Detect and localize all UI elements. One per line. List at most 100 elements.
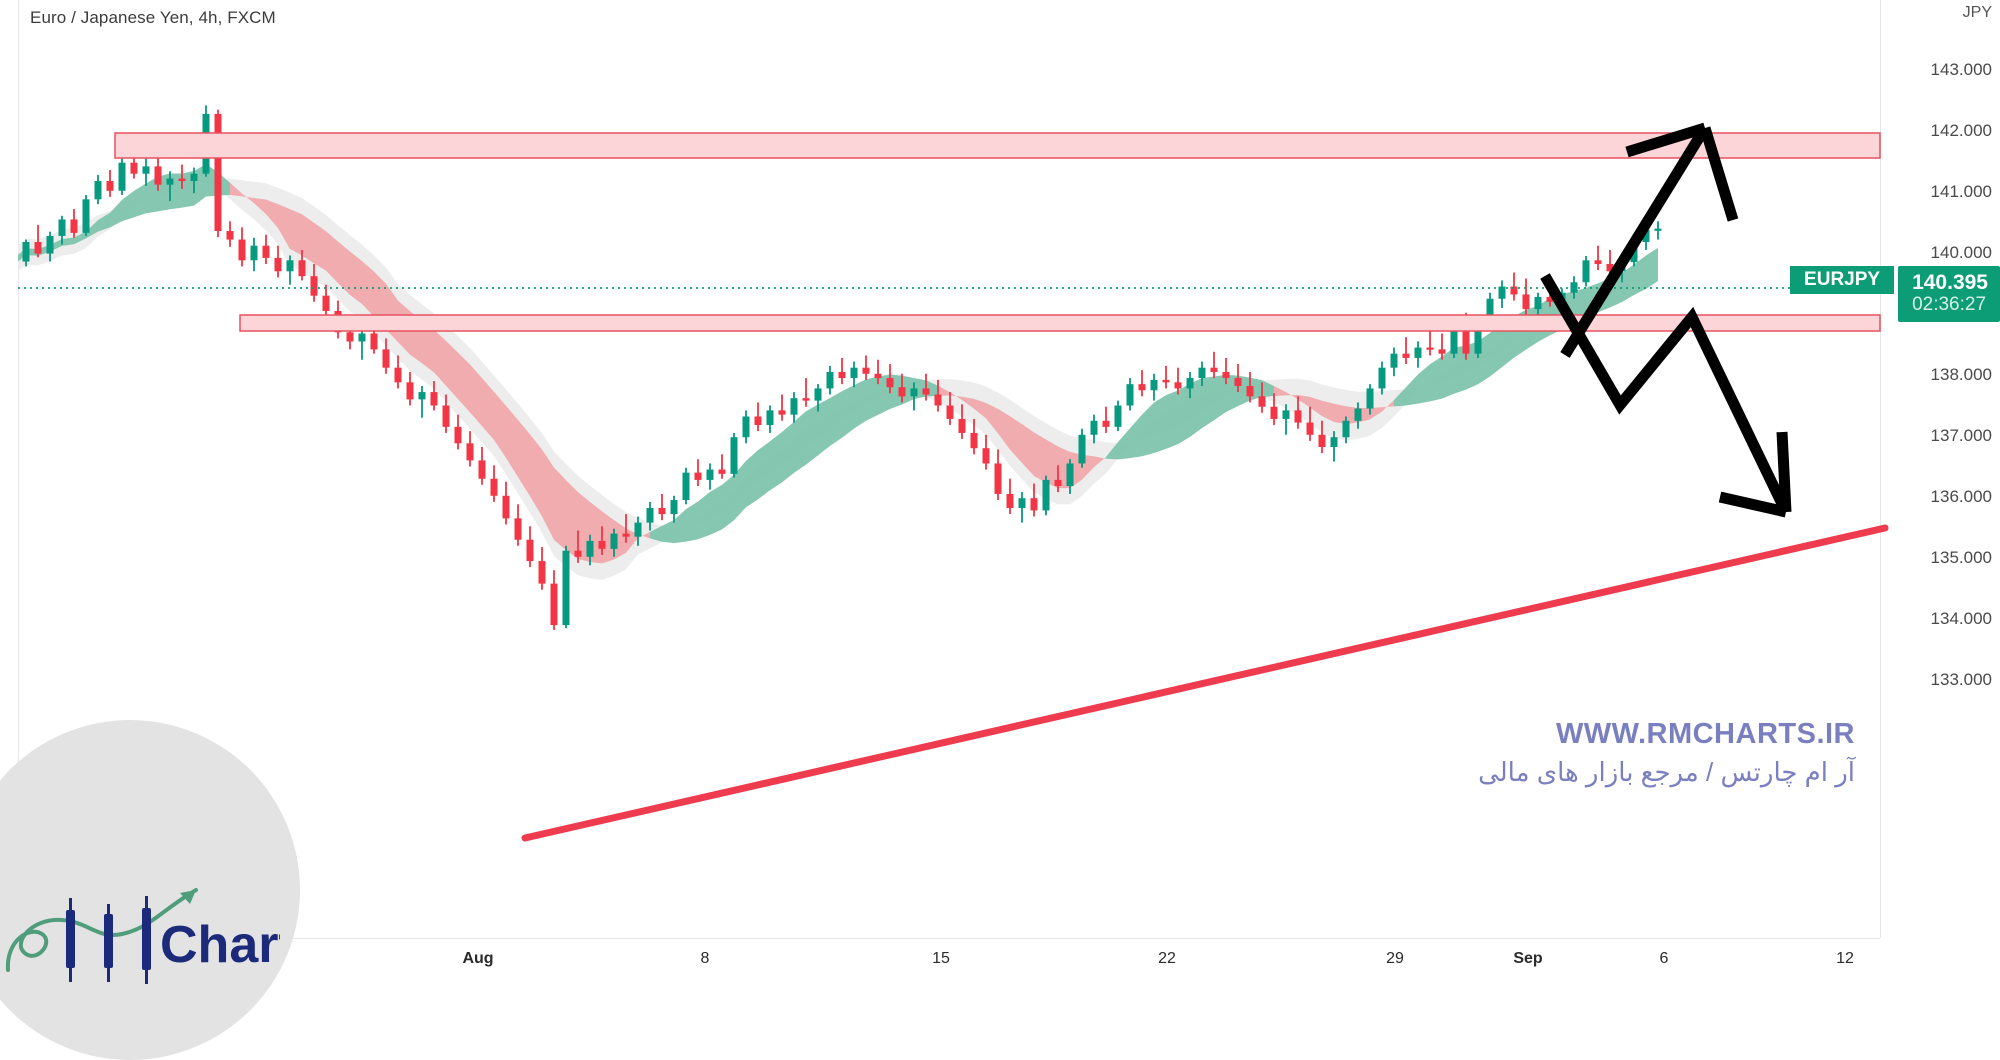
candle-body	[1018, 498, 1026, 508]
candle-body	[1090, 420, 1098, 435]
candle-body	[154, 166, 162, 185]
candle-body	[1042, 479, 1050, 511]
resistance-zone-upper[interactable]	[114, 132, 1881, 159]
ma-ribbon-bull-segment	[18, 164, 230, 262]
candle-body	[550, 583, 558, 626]
candle-body	[454, 426, 462, 444]
candle-body	[46, 235, 54, 254]
price-axis-currency-label: JPY	[1962, 4, 1992, 21]
candle-body	[274, 257, 282, 272]
candle-body	[1222, 371, 1230, 379]
time-tick: 29	[1386, 950, 1404, 967]
candle-body	[1306, 422, 1314, 435]
candle-body	[58, 219, 66, 236]
price-tick: 134.000	[1930, 609, 1992, 628]
candle-body	[82, 199, 90, 233]
candle-body	[790, 398, 798, 415]
candle-body	[586, 540, 594, 557]
candle-body	[166, 178, 174, 185]
candle-body	[370, 333, 378, 350]
candle-body	[886, 378, 894, 388]
candle-body	[1114, 405, 1122, 427]
candle-body	[1174, 382, 1182, 389]
chart-left-border	[18, 0, 19, 938]
candle-body	[118, 162, 126, 191]
candle-body	[478, 460, 486, 479]
candle-body	[490, 478, 498, 496]
candle-body	[1606, 263, 1614, 272]
candle-body	[190, 173, 198, 182]
candle-body	[22, 242, 30, 262]
price-axis-divider	[1880, 0, 1881, 938]
ascending-trendline[interactable]	[521, 524, 1889, 842]
resistance-zone-lower[interactable]	[239, 314, 1881, 332]
candle-body	[214, 113, 222, 232]
candle-body	[538, 561, 546, 584]
price-tick: 135.000	[1930, 548, 1992, 567]
candle-body	[1294, 410, 1302, 423]
candle-body	[694, 472, 702, 480]
projection-up-arrow[interactable]	[1560, 122, 1739, 358]
candle-body	[418, 392, 426, 400]
candle-body	[634, 522, 642, 537]
candle-body	[1378, 367, 1386, 389]
candle-body	[358, 333, 366, 342]
price-tick: 143.000	[1930, 60, 1992, 79]
time-axis[interactable]: Aug 8 15 22 29 Sep 6 12	[0, 938, 1880, 1000]
candle-body	[922, 388, 930, 395]
projection-down-arrow[interactable]	[1540, 273, 1792, 518]
watermark-tagline: آر ام چارتس / مرجع بازار های مالی	[1478, 757, 1855, 787]
time-tick: 22	[1158, 950, 1176, 967]
time-axis-separator	[18, 938, 1880, 939]
candle-body	[1078, 434, 1086, 464]
candle-body	[814, 388, 822, 401]
watermark-url: WWW.RMCHARTS.IR	[1555, 718, 1855, 750]
candle-body	[898, 387, 906, 397]
candle-body	[1354, 408, 1362, 421]
quote-last-price: 140.395	[1912, 270, 1988, 294]
candle-body	[1282, 410, 1290, 419]
time-tick: 6	[1659, 950, 1669, 967]
candle-body	[34, 242, 42, 254]
candle-body	[1126, 384, 1134, 406]
candle-body	[1654, 228, 1662, 231]
ma-ribbon-bear-segment	[230, 182, 650, 564]
quote-bar-countdown: 02:36:27	[1912, 294, 1987, 316]
candle-body	[574, 550, 582, 557]
candle-body	[1486, 298, 1494, 324]
candle-body	[502, 495, 510, 519]
candle-body	[1030, 498, 1038, 511]
candle-body	[1462, 327, 1470, 354]
candle-body	[466, 443, 474, 461]
candle-body	[970, 432, 978, 449]
price-axis[interactable]: JPY 143.000142.000141.000140.000139.0001…	[1880, 0, 2000, 938]
candle-body	[826, 371, 834, 389]
candle-body	[646, 507, 654, 523]
quote-values: 140.395 02:36:27	[1898, 266, 2000, 322]
candle-body	[754, 416, 762, 426]
candle-body	[1246, 385, 1254, 397]
candle-body	[346, 332, 354, 342]
candle-body	[1642, 229, 1650, 243]
quote-badge[interactable]: EURJPY 140.395 02:36:27	[1790, 266, 2000, 322]
candle-body	[394, 367, 402, 383]
time-tick: Sep	[1513, 950, 1543, 967]
candle-body	[286, 260, 294, 272]
candle-body	[430, 392, 438, 406]
candle-body	[1546, 296, 1554, 302]
candle-body	[178, 178, 186, 182]
candle-body	[934, 394, 942, 406]
candle-body	[670, 500, 678, 515]
candle-body	[1510, 286, 1518, 295]
price-tick: 137.000	[1930, 426, 1992, 445]
candle-body	[1186, 378, 1194, 389]
candle-body	[1366, 388, 1374, 409]
candle-body	[1162, 379, 1170, 383]
candle-body	[1318, 434, 1326, 447]
candle-body	[1330, 437, 1338, 447]
price-tick: 142.000	[1930, 121, 1992, 140]
candle-body	[658, 507, 666, 515]
candle-body	[1534, 296, 1542, 310]
time-tick: 15	[932, 950, 950, 967]
